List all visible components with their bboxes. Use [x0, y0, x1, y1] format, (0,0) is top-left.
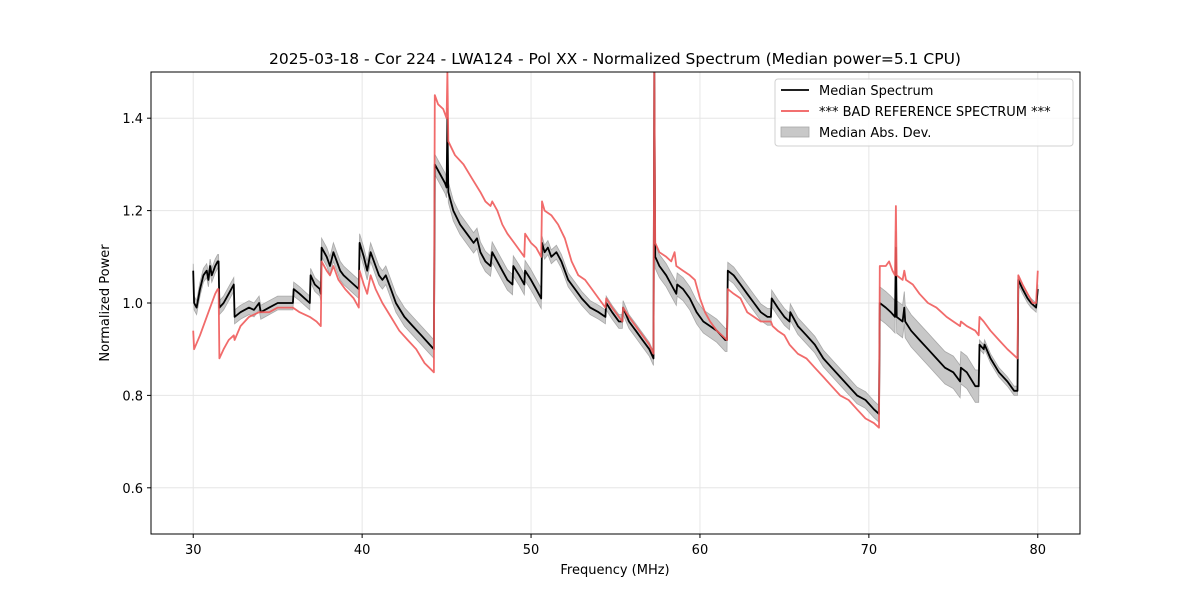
legend-box	[774, 78, 1074, 147]
x-tick-label: 70	[861, 543, 878, 558]
legend-label-mad: Median Abs. Dev.	[819, 126, 931, 141]
x-tick-label: 60	[692, 543, 709, 558]
y-tick-label: 0.8	[122, 389, 143, 404]
y-axis: 0.6 0.8 1.0 1.2 1.4	[122, 112, 151, 497]
median-spectrum-line	[192, 72, 1039, 415]
x-axis: 30 40 50 60 70 80	[185, 534, 1046, 558]
legend-label-median: Median Spectrum	[819, 84, 933, 99]
legend: Median Spectrum *** BAD REFERENCE SPECTR…	[774, 78, 1074, 147]
y-axis-label: Normalized Power	[98, 244, 113, 362]
legend-swatch-mad	[780, 126, 810, 138]
y-tick-label: 0.6	[122, 482, 143, 497]
chart-title: 2025-03-18 - Cor 224 - LWA124 - Pol XX -…	[269, 50, 961, 68]
y-tick-label: 1.0	[122, 297, 143, 312]
legend-label-reference: *** BAD REFERENCE SPECTRUM ***	[819, 105, 1051, 120]
x-tick-label: 50	[523, 543, 540, 558]
x-axis-label: Frequency (MHz)	[560, 563, 669, 578]
plot-area	[192, 72, 1039, 429]
x-tick-label: 40	[354, 543, 371, 558]
x-tick-label: 30	[185, 543, 202, 558]
x-tick-label: 80	[1029, 543, 1046, 558]
y-tick-label: 1.2	[122, 205, 143, 220]
reference-spectrum-line	[192, 72, 1039, 429]
y-tick-label: 1.4	[122, 112, 143, 127]
